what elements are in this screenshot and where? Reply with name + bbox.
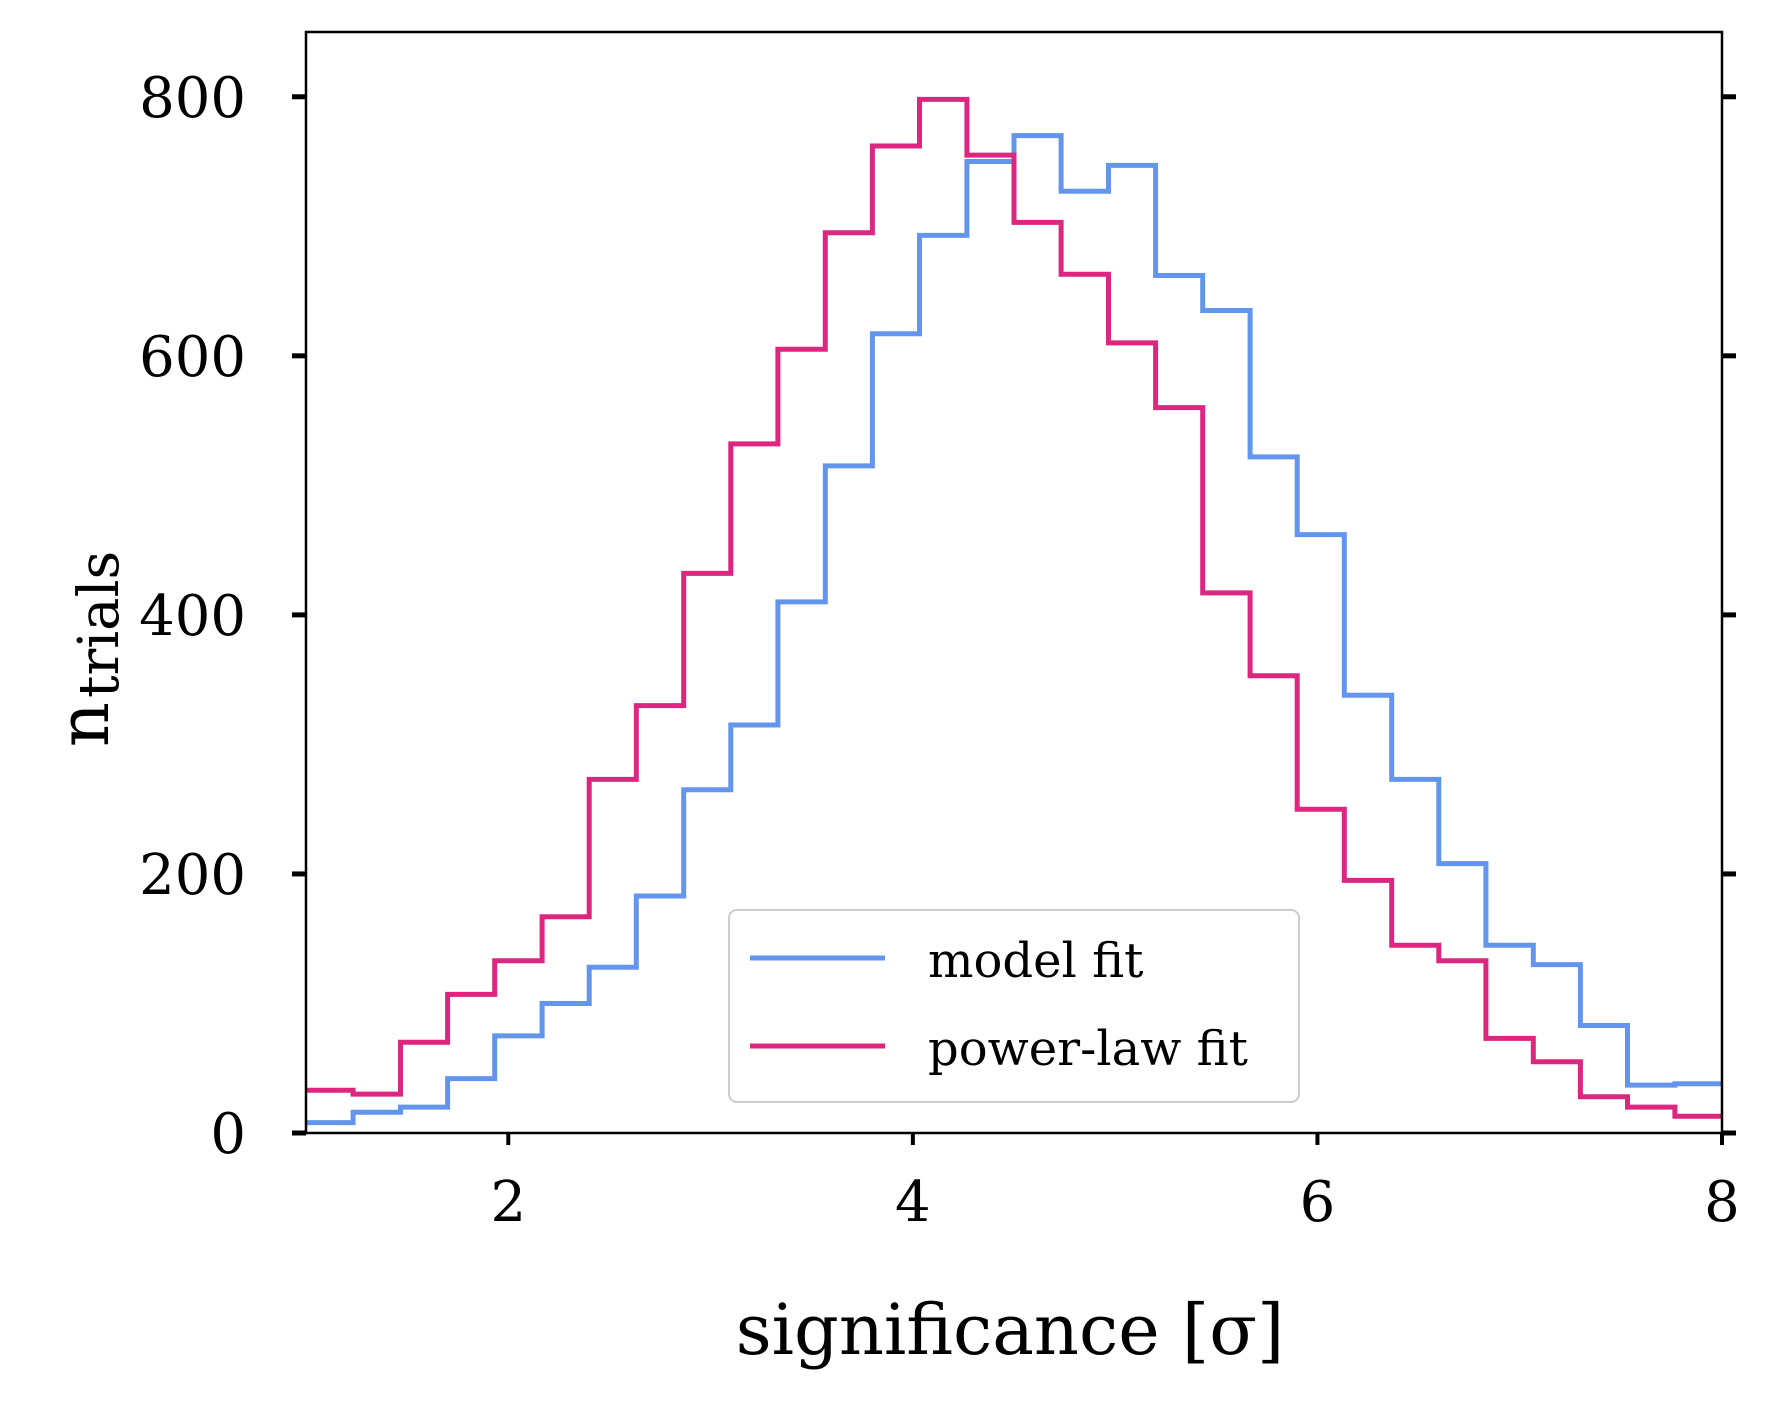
- x-tick-label: 4: [895, 1170, 931, 1235]
- x-tick-label: 6: [1300, 1170, 1336, 1235]
- y-tick-label: 0: [210, 1102, 246, 1167]
- legend: model fit power-law fit: [728, 909, 1300, 1103]
- x-ticks: 2 4 6 8: [490, 1133, 1740, 1235]
- legend-label-model-fit: model fit: [928, 933, 1143, 989]
- y-tick-label: 400: [139, 584, 246, 649]
- y-axis-label-sub: trials: [67, 551, 132, 698]
- svg-text:n: n: [43, 702, 125, 747]
- x-tick-label: 2: [490, 1170, 526, 1235]
- y-axis-label: n trials: [43, 551, 132, 747]
- x-tick-label: 8: [1704, 1170, 1740, 1235]
- x-axis-label: significance [σ]: [736, 1289, 1285, 1371]
- series-line-power-law-fit: [306, 96, 1722, 1119]
- legend-label-power-law-fit: power-law fit: [928, 1021, 1248, 1077]
- y-axis-label-main: n: [43, 702, 125, 747]
- y-tick-label: 600: [139, 325, 246, 390]
- plot-area: [306, 96, 1722, 1126]
- y-tick-label: 200: [139, 843, 246, 908]
- y-tick-label: 800: [139, 66, 246, 131]
- series-line-model-fit: [306, 133, 1722, 1126]
- plot-frame: [304, 30, 1724, 1135]
- y-ticks: 0 200 400 600 800: [139, 66, 1736, 1167]
